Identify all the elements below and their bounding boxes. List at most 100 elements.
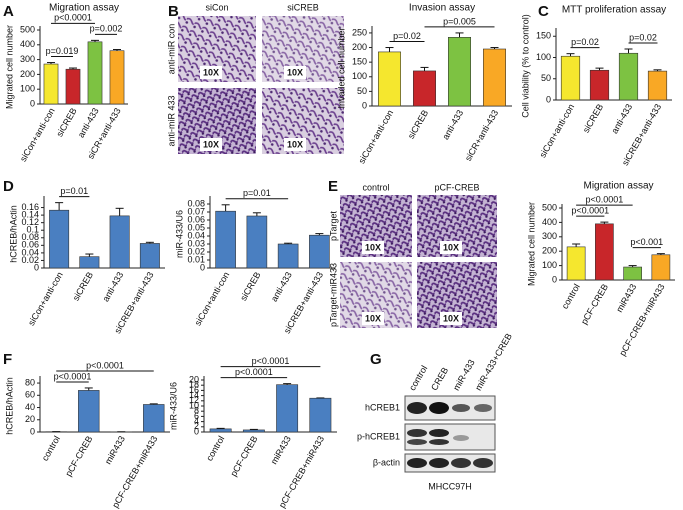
p-value: p=0.01: [243, 188, 271, 198]
y-tick-label: 20: [189, 374, 199, 384]
y-tick-label: 0.01: [187, 254, 205, 264]
y-tick-label: 0.02: [187, 246, 205, 256]
y-tick-label: 0.05: [187, 222, 205, 232]
band: [407, 458, 427, 468]
y-tick-label: 4: [194, 416, 199, 426]
p-value: p<0.0001: [252, 356, 290, 366]
magnification: 10X: [443, 313, 459, 323]
bar: [309, 397, 332, 433]
bar: [623, 266, 642, 281]
y-tick-label: 40: [25, 402, 35, 412]
x-tick-label: control: [40, 434, 62, 462]
y-axis-title: miR-433/U6: [174, 210, 184, 258]
cell-line: MHCC97H: [428, 481, 472, 491]
magnification-bg: [440, 312, 462, 325]
row-label: hCREB1: [365, 402, 400, 412]
magnification: 10X: [365, 242, 381, 252]
y-tick-label: 12: [189, 395, 199, 405]
bar: [566, 246, 586, 281]
p-value: p<0.0001: [54, 13, 92, 23]
chart-title: Migration assay: [49, 3, 119, 14]
magnification-bg: [362, 241, 384, 254]
x-tick-label: miR433: [269, 434, 293, 466]
bar: [78, 390, 100, 433]
p-value: p<0.0001: [54, 371, 92, 381]
band: [452, 404, 470, 412]
panel-label: D: [3, 178, 14, 195]
p-value: p<0.001: [630, 237, 663, 247]
y-tick-label: 0.16: [21, 202, 39, 212]
y-tick-label: 400: [20, 39, 35, 49]
y-tick-label: 0.1: [26, 225, 39, 235]
micrographs-b: [178, 16, 344, 154]
x-tick-label: siCREB: [54, 106, 78, 138]
y-tick-label: 60: [25, 390, 35, 400]
y-tick-label: 18: [189, 380, 199, 390]
y-axis-title: Migrated cell number: [4, 25, 14, 109]
y-tick-label: 500: [542, 202, 557, 212]
p-value: p<0.0001: [235, 367, 273, 377]
magnification: 10X: [365, 313, 381, 323]
magnification: 10X: [287, 67, 303, 77]
y-tick-label: 6: [194, 411, 199, 421]
band: [451, 458, 471, 468]
magnification: 10X: [287, 139, 303, 149]
bar: [560, 55, 581, 101]
y-tick-label: 0.07: [187, 206, 205, 216]
x-tick-label: siCREB: [238, 270, 262, 302]
chart-title: Migration assay: [583, 181, 653, 192]
p-value: p=0.005: [443, 16, 476, 26]
bar: [143, 404, 165, 433]
row-label: pTarget-miR433: [328, 263, 338, 327]
x-tick-label: anti-433: [269, 270, 294, 303]
band: [407, 429, 427, 437]
y-tick-label: 80: [25, 377, 35, 387]
y-tick-label: 10: [189, 400, 199, 410]
y-axis-title: miR-433/U6: [168, 382, 178, 430]
p-value: p=0.002: [90, 24, 123, 34]
bar: [595, 223, 614, 281]
blot-strip: [404, 453, 496, 473]
bar: [651, 254, 671, 281]
band: [429, 458, 449, 468]
column-label: siCREB: [287, 2, 319, 12]
magnification-bg: [440, 241, 462, 254]
panel-label: G: [370, 351, 382, 368]
x-tick-label: siCon+anti-con: [537, 102, 576, 159]
x-tick-label: pCF-CREB: [228, 434, 259, 478]
y-tick-label: 0.08: [187, 198, 205, 208]
p-value: p=0.02: [393, 31, 421, 41]
bar: [79, 256, 100, 269]
x-tick-label: miR433: [103, 434, 127, 466]
y-tick-label: 50: [357, 86, 367, 96]
bar: [65, 68, 81, 105]
bar: [87, 41, 103, 105]
blot-strip: [404, 423, 496, 451]
bar: [377, 51, 401, 107]
y-tick-label: 150: [352, 57, 367, 67]
bar: [589, 69, 610, 101]
band: [429, 429, 449, 437]
p-value: p=0.019: [46, 46, 79, 56]
x-tick-label: siCon+anti-con: [193, 270, 232, 327]
row-label: p-hCREB1: [357, 431, 400, 441]
x-tick-label: control: [560, 282, 582, 310]
magnification-bg: [200, 66, 222, 79]
bar: [618, 52, 639, 101]
bar: [647, 70, 668, 101]
y-tick-label: 0: [30, 98, 35, 108]
chart-title: MTT proliferation assay: [562, 5, 666, 16]
x-tick-label: control: [204, 434, 226, 462]
y-tick-label: 0.02: [21, 255, 39, 265]
magnification-bg: [284, 66, 306, 79]
bar: [246, 215, 268, 269]
y-tick-label: 16: [189, 385, 199, 395]
y-axis-title: Migrated cell number: [526, 202, 536, 286]
panel-label: B: [168, 3, 179, 20]
y-tick-label: 0: [34, 262, 39, 272]
x-tick-label: siCon+anti-con: [26, 270, 65, 327]
panel-label: F: [3, 351, 12, 368]
x-tick-label: pCF-CREB: [579, 282, 610, 326]
magnification-bg: [284, 138, 306, 151]
bar: [209, 428, 232, 433]
